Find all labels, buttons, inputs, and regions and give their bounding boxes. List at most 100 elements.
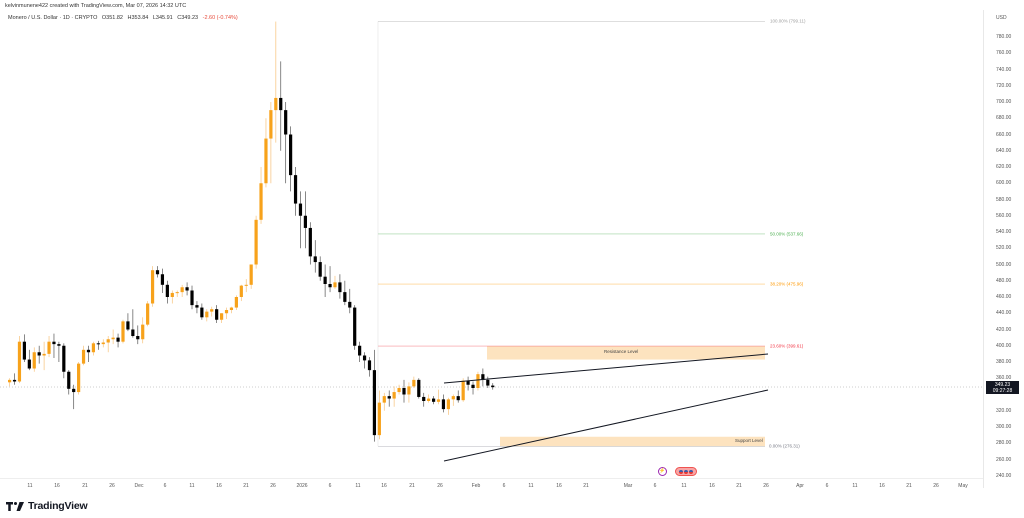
price-tick-label: 400.00 — [996, 342, 1012, 349]
bearish-candle — [215, 309, 219, 320]
bearish-candle — [362, 355, 367, 361]
time-tick-label: 11 — [852, 483, 858, 489]
currency-label: USD — [996, 15, 1007, 21]
lightning-event-icon[interactable]: ⚡ — [658, 467, 667, 476]
bearish-candle — [27, 359, 31, 369]
bearish-candle — [372, 370, 377, 436]
bullish-candle — [249, 264, 253, 285]
symbol-legend: Monero / U.S. Dollar · 1D · CRYPTO O351.… — [8, 15, 241, 21]
bullish-candle — [8, 379, 12, 383]
support-zone — [500, 436, 765, 447]
bullish-candle — [461, 380, 465, 401]
time-tick-label: 6 — [502, 483, 506, 489]
time-tick-label: 2026 — [296, 483, 308, 489]
us-flag-icon — [689, 469, 694, 474]
bearish-candle — [422, 396, 426, 401]
price-axis[interactable]: USD 349.23 09:27:28 780.00 760.00 740.00 72… — [983, 10, 1024, 488]
bullish-candle — [234, 297, 238, 308]
time-tick-label: 6 — [825, 483, 829, 489]
bearish-candle — [348, 301, 352, 308]
price-tick-label: 680.00 — [996, 115, 1012, 122]
time-tick-label: 11 — [528, 483, 534, 489]
bearish-candle — [160, 274, 165, 285]
bearish-candle — [303, 215, 307, 228]
bullish-candle — [205, 311, 209, 318]
time-tick-label: 21 — [243, 483, 249, 489]
price-tick-label: 660.00 — [996, 131, 1012, 138]
bearish-candle — [86, 349, 91, 353]
price-tick-label: 600.00 — [996, 180, 1012, 187]
price-tick-label: 260.00 — [996, 456, 1012, 463]
bullish-candle — [412, 379, 416, 387]
time-tick-label: 16 — [709, 483, 715, 489]
price-tick-label: 460.00 — [996, 294, 1012, 300]
bullish-candle — [274, 97, 278, 111]
high-value: H353.84 — [127, 15, 149, 21]
bullish-candle — [259, 183, 263, 220]
bullish-candle — [101, 342, 105, 345]
fib-level-label: 50.00% (537.66) — [770, 231, 804, 237]
bearish-candle — [126, 321, 130, 330]
price-tick-label: 300.00 — [996, 424, 1012, 430]
time-axis[interactable]: 11 16 21 26 Dec 6 11 16 21 26 2026 6 11 16 21 26 Feb 6 11 1… — [0, 478, 983, 490]
bullish-candle — [239, 285, 243, 297]
price-tick-label: 360.00 — [996, 375, 1012, 382]
bearish-candle — [62, 345, 66, 372]
time-tick-label: 26 — [437, 483, 443, 489]
lower-trendline — [443, 389, 769, 462]
price-tick-label: 760.00 — [996, 50, 1012, 57]
close-value: C349.23 — [177, 15, 199, 21]
bearish-candle — [57, 344, 61, 346]
bearish-candle — [338, 282, 342, 293]
resistance-zone — [487, 346, 765, 360]
bearish-candle — [358, 345, 362, 356]
countdown-timer: 09:27:28 — [992, 387, 1013, 394]
bullish-candle — [32, 352, 36, 369]
bearish-candle — [96, 343, 100, 345]
bullish-candle — [91, 343, 96, 353]
support-level-label: Support Level — [735, 438, 763, 444]
bearish-candle — [353, 307, 357, 346]
price-chart-svg[interactable] — [0, 0, 983, 478]
time-tick-label: 16 — [216, 483, 222, 489]
last-price-badge: 349.23 09:27:28 — [986, 381, 1019, 394]
price-tick-label: 380.00 — [996, 359, 1012, 365]
fib-level-label: 23.60% (399.61) — [770, 343, 804, 349]
symbol-name: Monero / U.S. Dollar · 1D · CRYPTO — [8, 15, 98, 21]
time-tick-label: 16 — [381, 483, 387, 489]
price-tick-label: 580.00 — [996, 196, 1012, 203]
time-tick-label: 26 — [933, 483, 939, 489]
price-tick-label: 720.00 — [996, 82, 1012, 89]
bullish-candle — [146, 303, 150, 325]
bullish-candle — [264, 138, 268, 184]
upper-trendline — [443, 353, 769, 384]
us-economic-events-marker[interactable] — [675, 467, 697, 476]
bearish-candle — [52, 341, 56, 345]
us-flag-icon — [683, 469, 688, 474]
bullish-candle — [210, 309, 214, 312]
time-tick-label: 11 — [189, 483, 195, 489]
resistance-level-label: Resistance Level — [604, 349, 639, 355]
bullish-candle — [224, 310, 229, 314]
fib-level-label: 0.00% (276.31) — [769, 443, 800, 449]
price-tick-label: 520.00 — [996, 245, 1012, 252]
bullish-candle — [170, 292, 174, 297]
bullish-candle — [436, 399, 441, 402]
price-tick-label: 500.00 — [996, 261, 1012, 268]
bearish-candle — [318, 262, 322, 277]
fib-level-label: 38.20% (475.96) — [770, 281, 804, 287]
bearish-candle — [343, 292, 347, 302]
bullish-candle — [81, 349, 86, 364]
bearish-candle — [486, 379, 490, 386]
bearish-candle — [155, 270, 160, 275]
bullish-candle — [42, 353, 46, 356]
bearish-candle — [313, 256, 317, 263]
bearish-candle — [279, 97, 283, 111]
bullish-candle — [229, 307, 234, 310]
price-tick-label: 620.00 — [996, 164, 1012, 170]
price-tick-label: 240.00 — [996, 472, 1012, 479]
us-flag-icon — [678, 469, 683, 474]
tradingview-logo[interactable]: TradingView — [6, 500, 88, 512]
price-tick-label: 700.00 — [996, 99, 1012, 105]
